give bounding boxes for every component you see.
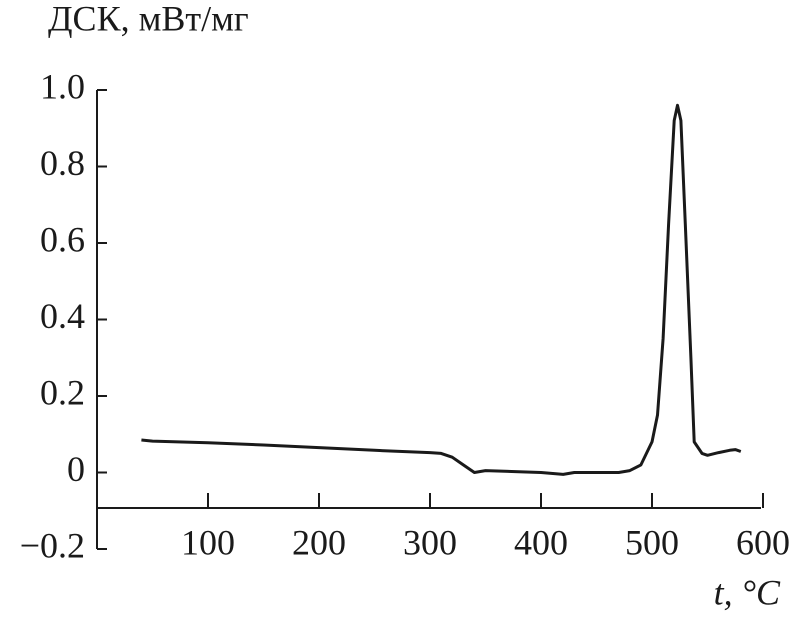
y-tick-label: 0.6 xyxy=(40,219,85,259)
x-tick-label: 400 xyxy=(514,522,568,562)
x-tick-label: 600 xyxy=(736,522,790,562)
x-tick-label: 200 xyxy=(292,522,346,562)
y-tick-label: 0.8 xyxy=(40,143,85,183)
x-tick-label: 300 xyxy=(403,522,457,562)
y-tick-label: 0.4 xyxy=(40,296,85,336)
y-tick-label: 1.0 xyxy=(40,66,85,106)
x-axis-label: t, °C xyxy=(714,572,781,612)
data-line xyxy=(141,103,742,476)
y-tick-label: −0.2 xyxy=(20,525,85,565)
y-tick-label: 0 xyxy=(67,449,85,489)
x-tick-label: 500 xyxy=(625,522,679,562)
y-tick-label: 0.2 xyxy=(40,372,85,412)
chart-title: ДСК, мВт/мг xyxy=(48,0,249,38)
x-tick-label: 100 xyxy=(181,522,235,562)
